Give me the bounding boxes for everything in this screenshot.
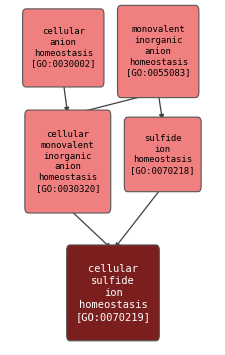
Text: cellular
sulfide
ion
homeostasis
[GO:0070219]: cellular sulfide ion homeostasis [GO:007… — [75, 264, 150, 322]
FancyBboxPatch shape — [22, 9, 104, 87]
Text: sulfide
ion
homeostasis
[GO:0070218]: sulfide ion homeostasis [GO:0070218] — [130, 134, 194, 175]
Text: cellular
monovalent
inorganic
anion
homeostasis
[GO:0030320]: cellular monovalent inorganic anion home… — [35, 130, 100, 193]
FancyBboxPatch shape — [124, 117, 200, 192]
Text: monovalent
inorganic
anion
homeostasis
[GO:0055083]: monovalent inorganic anion homeostasis [… — [125, 26, 190, 77]
FancyBboxPatch shape — [117, 5, 198, 98]
FancyBboxPatch shape — [66, 245, 159, 341]
Text: cellular
anion
homeostasis
[GO:0030002]: cellular anion homeostasis [GO:0030002] — [31, 27, 95, 69]
FancyBboxPatch shape — [25, 110, 110, 213]
